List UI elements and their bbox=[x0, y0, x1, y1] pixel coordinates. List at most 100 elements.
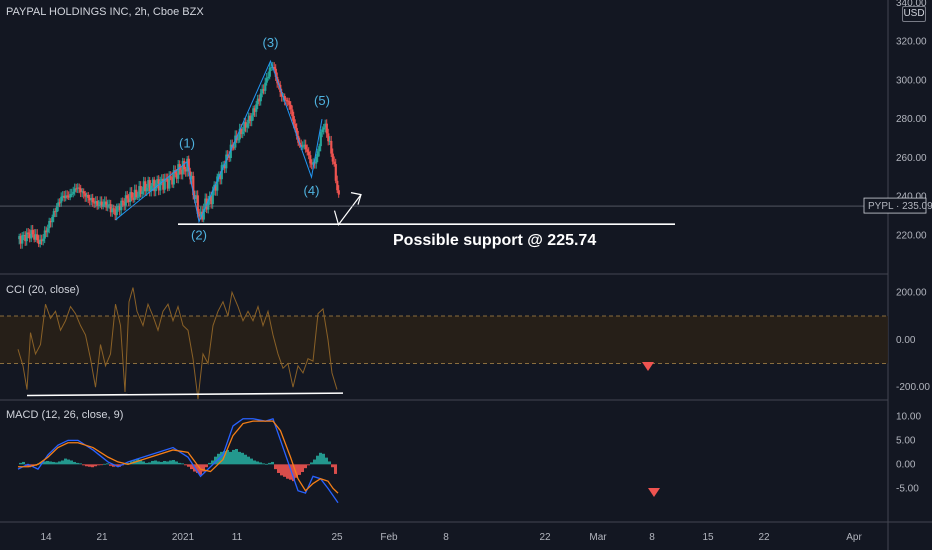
time-tick-label: 14 bbox=[40, 532, 52, 543]
candle-body bbox=[333, 161, 336, 165]
candle-body bbox=[159, 181, 162, 191]
candle-body bbox=[249, 115, 252, 121]
candle-body bbox=[27, 232, 30, 234]
macd-indicator-title: MACD (12, 26, close, 9) bbox=[6, 409, 124, 421]
macd-histogram-bar bbox=[208, 462, 211, 465]
macd-histogram-bar bbox=[64, 458, 67, 465]
macd-histogram-bar bbox=[265, 463, 268, 465]
time-tick-label: 15 bbox=[702, 532, 714, 543]
time-tick-label: 8 bbox=[443, 532, 449, 543]
candle-body bbox=[25, 232, 28, 242]
candle-body bbox=[54, 211, 57, 213]
candle-body bbox=[163, 178, 166, 190]
candle-body bbox=[196, 195, 199, 214]
candle-body bbox=[259, 93, 262, 102]
candle-body bbox=[144, 181, 147, 192]
candle-body bbox=[153, 179, 156, 192]
candle-body bbox=[84, 193, 87, 197]
candle-body bbox=[73, 188, 76, 192]
candle-body bbox=[24, 234, 27, 242]
macd-histogram-bar bbox=[181, 463, 184, 465]
macd-histogram-bar bbox=[256, 461, 259, 465]
macd-histogram-bar bbox=[328, 461, 331, 465]
candle-body bbox=[334, 164, 337, 181]
candle-body bbox=[198, 213, 201, 217]
candle-body bbox=[309, 155, 312, 164]
candle-body bbox=[148, 180, 151, 192]
macd-histogram-bar bbox=[22, 461, 25, 465]
candle-body bbox=[184, 169, 187, 172]
candle-body bbox=[36, 234, 39, 241]
candle-body bbox=[162, 178, 165, 190]
candle-body bbox=[234, 135, 237, 148]
candle-body bbox=[37, 240, 40, 245]
macd-histogram-bar bbox=[259, 462, 262, 465]
candle-body bbox=[202, 208, 205, 220]
cci-tick-label: 200.00 bbox=[896, 287, 927, 298]
candle-body bbox=[310, 163, 313, 165]
macd-histogram-bar bbox=[106, 463, 109, 465]
candle-body bbox=[217, 173, 220, 177]
candle-body bbox=[330, 140, 333, 154]
cci-down-marker bbox=[642, 362, 654, 371]
macd-tick-label: 5.00 bbox=[896, 435, 916, 446]
candle-body bbox=[169, 176, 172, 178]
candle-body bbox=[171, 177, 174, 185]
candle-body bbox=[315, 156, 318, 164]
candle-body bbox=[195, 195, 198, 200]
time-tick-label: 22 bbox=[758, 532, 770, 543]
projection-arrowhead bbox=[350, 192, 362, 205]
candle-body bbox=[81, 191, 84, 193]
candle-body bbox=[247, 115, 250, 124]
macd-histogram-bar bbox=[232, 449, 235, 465]
cci-indicator-title: CCI (20, close) bbox=[6, 284, 80, 296]
projection-arrow bbox=[333, 194, 362, 226]
candle-body bbox=[256, 98, 259, 105]
wave-label: (2) bbox=[191, 228, 207, 243]
macd-histogram-bar bbox=[220, 451, 223, 465]
candle-body bbox=[147, 180, 150, 188]
macd-histogram-bar bbox=[67, 459, 70, 465]
macd-histogram-bar bbox=[238, 451, 241, 465]
candle-body bbox=[51, 216, 54, 223]
candle-body bbox=[90, 197, 93, 201]
macd-histogram-bar bbox=[178, 462, 181, 465]
candle-body bbox=[22, 234, 25, 236]
candle-body bbox=[328, 140, 331, 142]
macd-histogram-bar bbox=[322, 453, 325, 465]
candle-body bbox=[246, 123, 249, 128]
macd-histogram-bar bbox=[274, 464, 277, 470]
candle-body bbox=[214, 184, 217, 191]
candle-body bbox=[114, 209, 117, 216]
macd-histogram-bar bbox=[280, 464, 283, 476]
macd-histogram-bar bbox=[295, 464, 298, 478]
candle-body bbox=[66, 195, 69, 197]
candle-body bbox=[31, 230, 34, 235]
candle-body bbox=[102, 204, 105, 207]
macd-histogram-bar bbox=[82, 464, 85, 466]
candle-body bbox=[55, 206, 58, 213]
macd-histogram-bar bbox=[247, 456, 250, 465]
macd-histogram-bar bbox=[310, 462, 313, 465]
candle-body bbox=[181, 160, 184, 175]
candle-body bbox=[91, 197, 94, 203]
macd-histogram-bar bbox=[58, 461, 61, 465]
candle-body bbox=[331, 153, 334, 162]
currency-badge[interactable]: USD bbox=[902, 6, 926, 22]
macd-histogram-bar bbox=[145, 462, 148, 465]
candle-body bbox=[64, 195, 67, 199]
candle-body bbox=[172, 170, 175, 185]
candle-body bbox=[255, 104, 258, 112]
macd-histogram-bar bbox=[316, 455, 319, 465]
candle-body bbox=[78, 187, 81, 189]
candle-body bbox=[226, 154, 229, 156]
candle-body bbox=[288, 101, 291, 105]
candle-body bbox=[337, 190, 340, 195]
candle-body bbox=[103, 201, 106, 205]
macd-histogram-bar bbox=[250, 458, 253, 465]
macd-histogram-bar bbox=[205, 464, 208, 468]
candle-body bbox=[79, 188, 82, 193]
macd-histogram-bar bbox=[190, 464, 193, 470]
time-tick-label: Feb bbox=[380, 532, 398, 543]
